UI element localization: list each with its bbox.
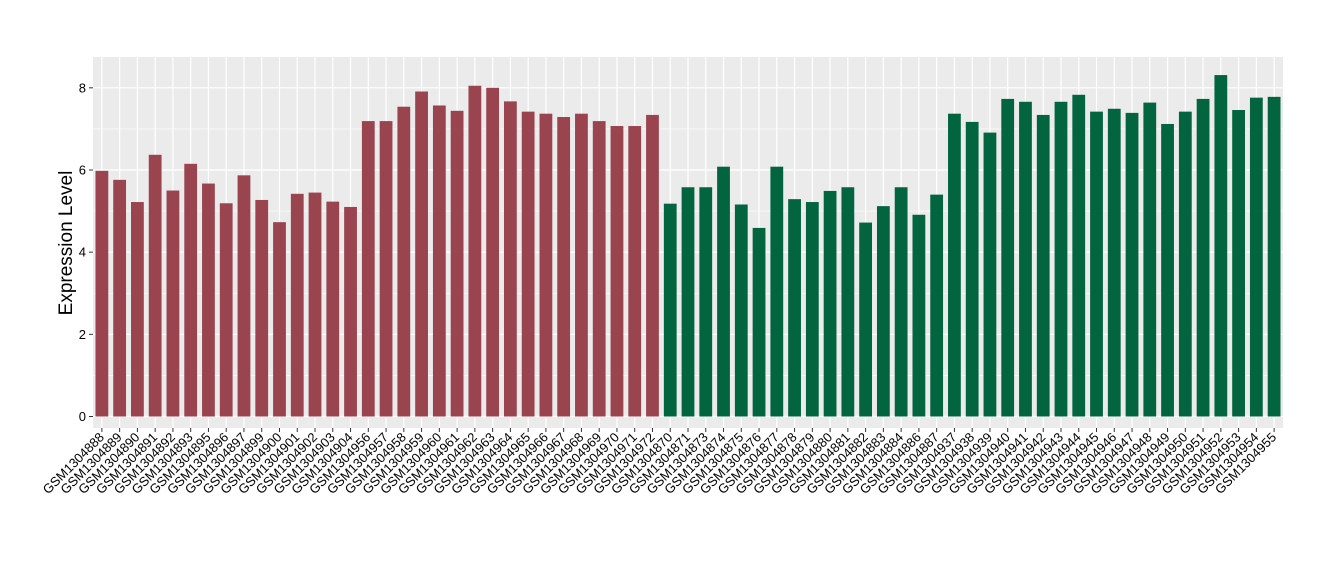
bar-GSM1304948: [1143, 102, 1157, 417]
bar-GSM1304969: [592, 121, 606, 417]
bar-GSM1304883: [876, 206, 890, 417]
y-axis-title: Expression Level: [56, 171, 77, 316]
bar-GSM1304903: [326, 201, 340, 417]
bar-GSM1304946: [1107, 108, 1121, 417]
bar-GSM1304950: [1178, 111, 1192, 417]
bar-GSM1304956: [361, 121, 375, 417]
bar-GSM1304880: [823, 190, 837, 417]
bar-GSM1304971: [628, 126, 642, 417]
bar-GSM1304876: [752, 227, 766, 417]
bars: [95, 75, 1281, 417]
bar-GSM1304943: [1054, 101, 1068, 417]
bar-GSM1304958: [397, 106, 411, 417]
bar-GSM1304892: [166, 190, 180, 417]
y-axis: 0 2 4 6 8: [79, 80, 93, 424]
bar-GSM1304871: [681, 187, 695, 417]
bar-GSM1304886: [912, 214, 926, 417]
bar-GSM1304878: [788, 199, 801, 417]
x-axis: GSM1304888GSM1304889GSM1304890GSM1304891…: [40, 428, 1279, 497]
bar-GSM1304887: [930, 194, 944, 417]
bar-GSM1304889: [113, 179, 127, 417]
bar-GSM1304970: [610, 126, 624, 417]
bar-GSM1304870: [663, 203, 677, 417]
bar-GSM1304952: [1214, 75, 1228, 417]
bar-GSM1304959: [415, 91, 428, 417]
bar-GSM1304949: [1161, 123, 1174, 417]
bar-GSM1304875: [734, 204, 748, 417]
bar-GSM1304901: [290, 193, 304, 417]
bar-GSM1304888: [95, 170, 109, 417]
bar-GSM1304877: [770, 166, 784, 417]
bar-GSM1304960: [432, 105, 446, 417]
bar-GSM1304874: [717, 166, 730, 417]
bar-GSM1304938: [965, 121, 979, 417]
bar-GSM1304944: [1072, 94, 1086, 417]
y-tick-label: 6: [79, 162, 86, 177]
y-tick-label: 2: [79, 327, 86, 342]
bar-GSM1304961: [450, 110, 464, 417]
bar-GSM1304964: [503, 101, 517, 417]
bar-GSM1304954: [1249, 97, 1263, 417]
bar-GSM1304891: [148, 154, 162, 417]
bar-GSM1304968: [575, 113, 588, 417]
bar-GSM1304879: [805, 202, 819, 417]
bar-GSM1304881: [841, 187, 855, 417]
bar-GSM1304937: [948, 113, 961, 417]
bar-GSM1304945: [1090, 111, 1103, 417]
bar-GSM1304955: [1267, 96, 1281, 417]
y-tick-label: 4: [79, 245, 86, 260]
bar-GSM1304941: [1019, 101, 1032, 417]
bar-GSM1304967: [557, 116, 571, 417]
bar-GSM1304953: [1232, 110, 1245, 417]
bar-GSM1304893: [184, 163, 198, 417]
bar-GSM1304884: [894, 187, 908, 417]
bar-GSM1304965: [521, 111, 535, 417]
bar-GSM1304972: [646, 114, 659, 417]
bar-GSM1304900: [273, 222, 286, 417]
bar-GSM1304896: [219, 203, 233, 417]
bar-GSM1304939: [983, 132, 997, 417]
bar-GSM1304902: [308, 192, 322, 417]
bar-GSM1304882: [859, 222, 873, 417]
y-tick-label: 8: [79, 80, 86, 95]
bar-GSM1304897: [237, 175, 251, 417]
bar-GSM1304895: [202, 183, 215, 417]
bar-GSM1304904: [344, 206, 357, 417]
bar-GSM1304899: [255, 199, 269, 417]
bar-GSM1304940: [1001, 98, 1015, 417]
bar-GSM1304957: [379, 121, 393, 417]
bar-GSM1304962: [468, 85, 482, 417]
bar-GSM1304890: [131, 202, 144, 417]
bar-GSM1304947: [1125, 112, 1139, 417]
bar-GSM1304942: [1036, 114, 1050, 417]
bar-GSM1304966: [539, 113, 553, 417]
bar-GSM1304951: [1196, 98, 1210, 417]
y-tick-label: 0: [79, 409, 86, 424]
bar-GSM1304963: [486, 87, 500, 417]
bar-GSM1304873: [699, 187, 713, 417]
